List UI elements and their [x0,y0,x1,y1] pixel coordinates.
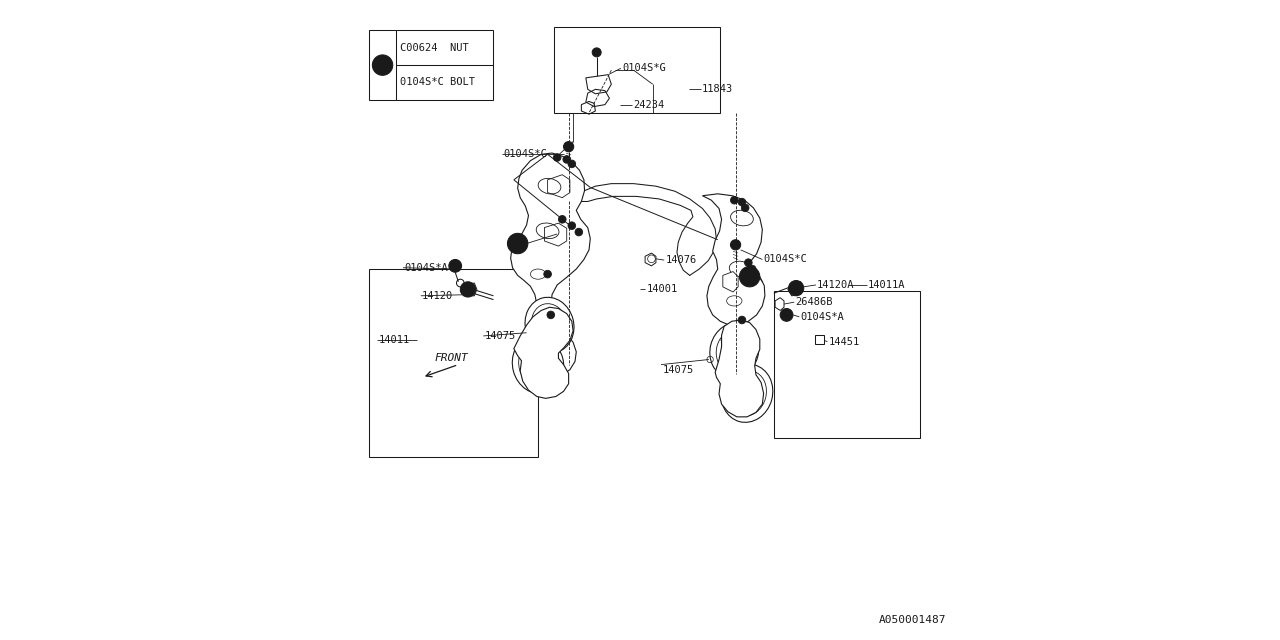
Circle shape [739,316,746,324]
Text: 14120: 14120 [422,291,453,301]
Text: 14075: 14075 [662,365,694,374]
Text: C00624  NUT: C00624 NUT [399,43,468,53]
Polygon shape [544,223,567,246]
Polygon shape [645,253,655,266]
Ellipse shape [512,335,563,394]
Polygon shape [513,307,573,398]
Text: 0104S*A: 0104S*A [404,263,448,273]
Polygon shape [787,282,803,296]
Bar [369,269,538,457]
Polygon shape [776,298,785,310]
Text: 0104S*C: 0104S*C [764,255,808,264]
Ellipse shape [722,364,773,422]
Polygon shape [548,175,570,198]
Polygon shape [461,283,477,296]
Circle shape [563,141,573,152]
Circle shape [593,48,602,57]
Polygon shape [703,194,765,325]
Text: A050001487: A050001487 [878,614,946,625]
Text: 1: 1 [746,271,753,282]
Text: 1: 1 [380,60,385,70]
Circle shape [741,204,749,212]
Ellipse shape [710,323,759,378]
Circle shape [553,154,561,161]
Polygon shape [716,320,764,417]
Circle shape [372,55,393,76]
Circle shape [507,234,527,253]
Text: 0104S*G: 0104S*G [622,63,666,74]
Polygon shape [511,153,590,378]
Circle shape [788,280,804,296]
Text: 14075: 14075 [485,331,516,341]
Bar [815,335,824,344]
Bar [554,27,719,113]
Circle shape [547,311,554,319]
Text: 26486B: 26486B [795,297,833,307]
Circle shape [731,196,739,204]
Text: FRONT: FRONT [435,353,468,364]
Bar [369,30,493,100]
Text: 11843: 11843 [701,84,733,94]
Circle shape [558,216,566,223]
Circle shape [740,266,760,287]
Circle shape [781,308,792,321]
Bar [774,291,920,438]
Circle shape [563,156,571,163]
Text: 1: 1 [515,239,521,248]
Circle shape [568,222,576,230]
Circle shape [449,259,462,272]
Text: 14120A: 14120A [817,280,855,290]
Text: 0104S*C: 0104S*C [503,149,547,159]
Text: 0104S*A: 0104S*A [800,312,845,322]
Circle shape [749,265,756,273]
Circle shape [745,259,753,266]
Text: 14011: 14011 [379,335,410,346]
Circle shape [575,228,582,236]
Circle shape [461,282,476,297]
Text: 14451: 14451 [828,337,860,347]
Ellipse shape [525,298,573,353]
Polygon shape [586,75,612,94]
Text: 14011A: 14011A [868,280,906,290]
Circle shape [739,198,746,206]
Circle shape [568,160,576,168]
Text: 14001: 14001 [646,284,677,294]
Text: 0104S*C BOLT: 0104S*C BOLT [399,77,475,87]
Text: 14076: 14076 [666,255,696,265]
Circle shape [731,240,741,250]
Text: 24234: 24234 [634,100,664,109]
Polygon shape [723,271,739,292]
Circle shape [544,270,552,278]
